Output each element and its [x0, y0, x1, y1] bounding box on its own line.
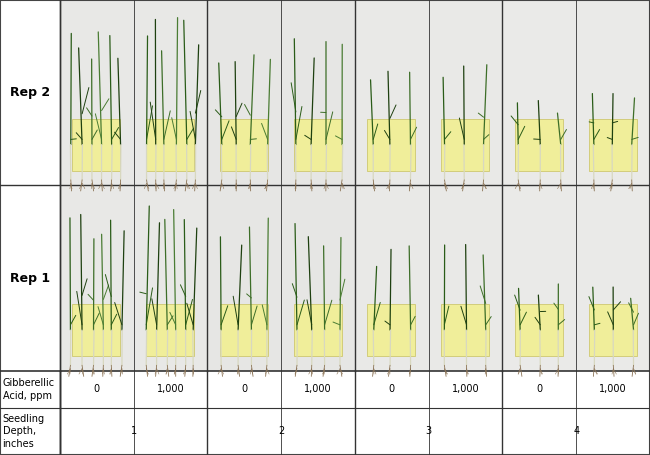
Bar: [207, 0, 281, 371]
Bar: [355, 0, 429, 371]
Bar: [220, 119, 268, 171]
Bar: [281, 0, 355, 371]
Bar: [515, 119, 563, 171]
Text: 0: 0: [94, 384, 99, 394]
Text: Seedling
Depth,
inches: Seedling Depth, inches: [3, 414, 45, 449]
Text: 0: 0: [536, 384, 542, 394]
Text: 1,000: 1,000: [157, 384, 185, 394]
Bar: [367, 304, 415, 356]
Bar: [294, 119, 342, 171]
Bar: [589, 119, 637, 171]
Bar: [589, 304, 637, 356]
Text: 4: 4: [573, 426, 579, 436]
Text: 3: 3: [426, 426, 432, 436]
Text: 1,000: 1,000: [599, 384, 627, 394]
Text: 1,000: 1,000: [452, 384, 479, 394]
Text: Rep 1: Rep 1: [10, 272, 50, 285]
Bar: [72, 304, 120, 356]
Bar: [60, 0, 134, 371]
Bar: [146, 119, 194, 171]
Bar: [502, 0, 577, 371]
Bar: [220, 304, 268, 356]
Text: 1: 1: [131, 426, 136, 436]
Bar: [441, 304, 489, 356]
Bar: [146, 304, 194, 356]
Bar: [294, 304, 342, 356]
Bar: [429, 0, 502, 371]
Bar: [441, 119, 489, 171]
Text: 1,000: 1,000: [304, 384, 332, 394]
Text: Gibberellic
Acid, ppm: Gibberellic Acid, ppm: [3, 378, 55, 400]
Bar: [60, 0, 650, 371]
Text: Rep 2: Rep 2: [10, 86, 50, 99]
Bar: [367, 119, 415, 171]
Text: 0: 0: [241, 384, 247, 394]
Bar: [72, 119, 120, 171]
Bar: [134, 0, 207, 371]
Text: 2: 2: [278, 426, 284, 436]
Bar: [515, 304, 563, 356]
Bar: [577, 0, 650, 371]
Text: 0: 0: [389, 384, 395, 394]
